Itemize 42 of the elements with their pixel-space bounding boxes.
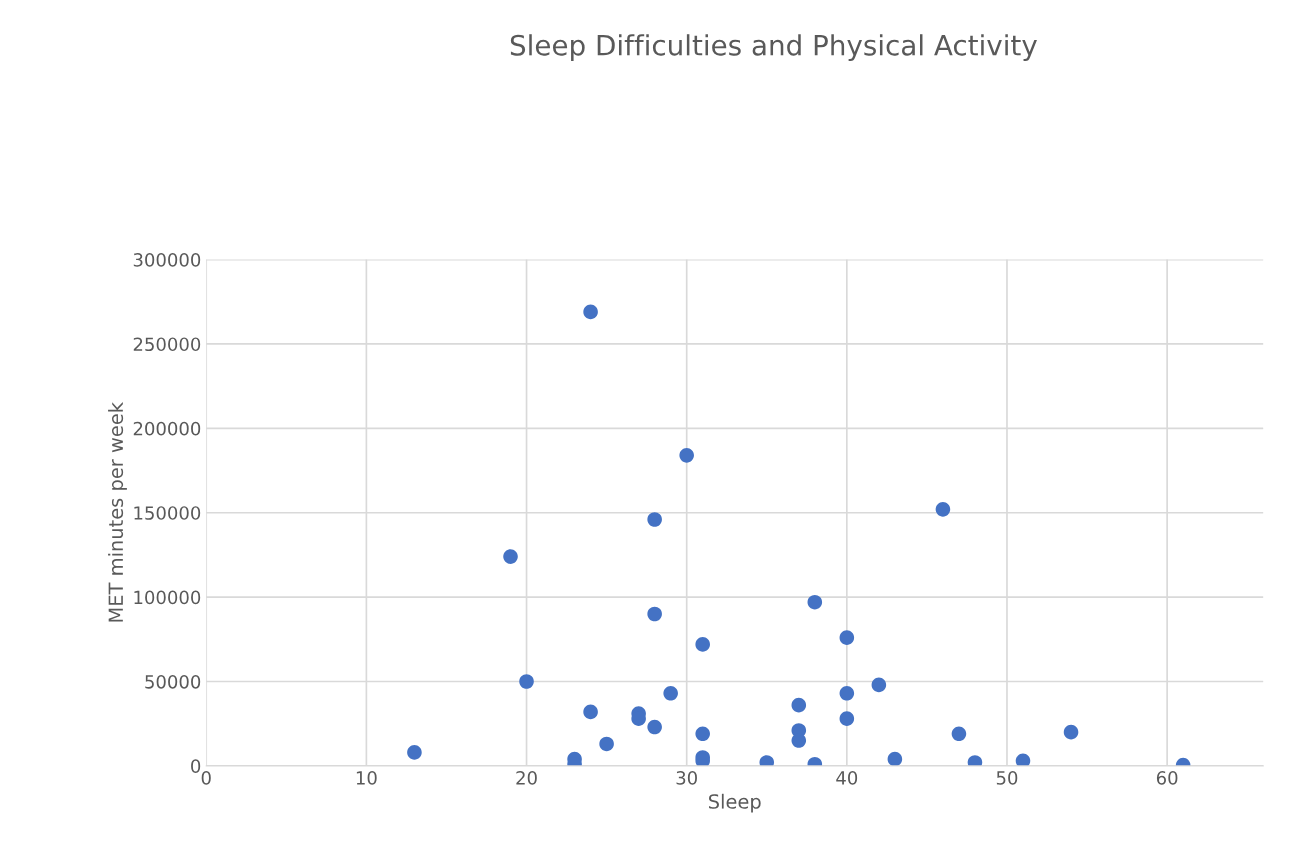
point: [1015, 753, 1031, 766]
x-tick-label: 0: [201, 771, 211, 785]
point: [695, 637, 710, 652]
y-axis-title: MET minutes per week: [108, 401, 127, 622]
point: [791, 697, 807, 713]
y-tick-label: 50000: [145, 674, 201, 689]
y-tick-label: 300000: [133, 253, 201, 267]
y-tick-label: 100000: [134, 590, 201, 605]
point: [871, 677, 887, 693]
x-tick-label: 10: [356, 771, 377, 785]
point: [839, 630, 855, 645]
point: [839, 711, 855, 726]
point: [679, 448, 694, 463]
point: [599, 736, 614, 752]
point: [695, 726, 710, 742]
x-tick-label: 20: [516, 771, 537, 785]
point: [647, 606, 662, 622]
point: [407, 745, 422, 760]
point: [583, 304, 598, 320]
point: [583, 704, 598, 720]
point: [807, 594, 823, 610]
y-tick-label: 150000: [134, 506, 201, 520]
point: [839, 686, 855, 701]
x-axis-title: Sleep: [709, 793, 761, 813]
x-tick-label: 30: [676, 771, 697, 785]
x-tick-label: 60: [1156, 771, 1178, 785]
y-tick-label: 250000: [133, 337, 201, 352]
point: [935, 502, 951, 517]
point: [503, 549, 518, 564]
point: [647, 512, 662, 527]
point: [887, 751, 903, 766]
y-tick-label: 200000: [133, 421, 201, 436]
x-tick-label: 40: [836, 771, 858, 785]
point: [1063, 724, 1079, 740]
y-tick-label: 0: [191, 759, 201, 774]
x-tick-label: 50: [996, 771, 1018, 785]
point: [647, 719, 662, 735]
point: [951, 726, 967, 742]
point: [663, 686, 678, 701]
chart-title: Sleep Difficulties and Physical Activity: [510, 34, 1037, 62]
point: [519, 674, 534, 689]
point: [791, 733, 807, 748]
